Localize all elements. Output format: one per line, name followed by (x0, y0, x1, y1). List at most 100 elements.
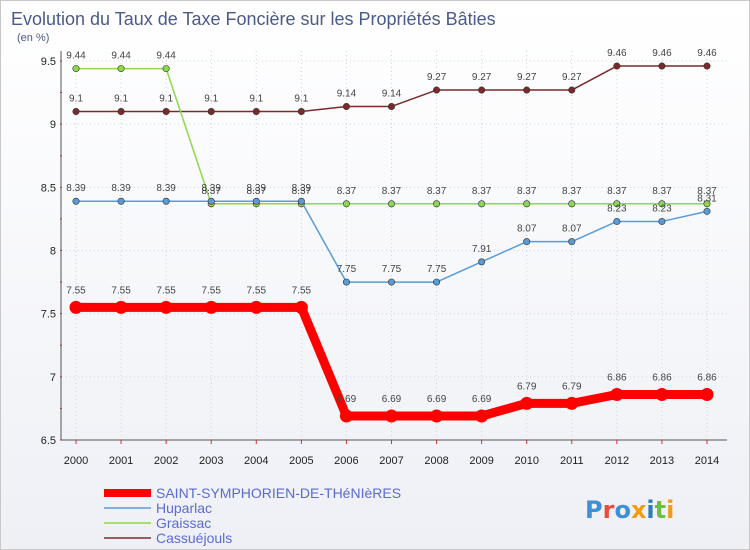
series-point-3 (613, 62, 621, 70)
y-axis-unit-label: (en %) (17, 32, 49, 44)
series-point-1 (387, 278, 395, 286)
series-point-3 (342, 102, 350, 110)
series-point-0 (520, 396, 534, 410)
data-label: 8.37 (652, 186, 672, 197)
series-point-0 (430, 409, 444, 423)
data-label: 9.27 (517, 72, 537, 83)
series-point-0 (69, 300, 83, 314)
data-label: 9.27 (427, 72, 447, 83)
data-label: 6.86 (697, 373, 717, 384)
x-tick-label: 2013 (650, 455, 674, 467)
series-point-0 (475, 409, 489, 423)
x-tick-label: 2012 (605, 455, 629, 467)
series-point-1 (613, 217, 621, 225)
data-label: 9.14 (382, 88, 402, 99)
series-point-1 (658, 217, 666, 225)
x-tick-label: 2009 (469, 455, 493, 467)
legend-label-1: Huparlac (156, 500, 212, 516)
data-label: 8.37 (517, 186, 537, 197)
data-label: 6.86 (652, 373, 672, 384)
data-label: 9.44 (156, 51, 176, 62)
data-label: 8.39 (201, 183, 221, 194)
data-label: 9.1 (114, 94, 128, 105)
data-label: 8.37 (472, 186, 492, 197)
series-point-1 (342, 278, 350, 286)
data-label: 9.44 (111, 51, 131, 62)
series-point-0 (339, 409, 353, 423)
series-point-3 (207, 108, 215, 116)
series-point-3 (478, 86, 486, 94)
series-point-3 (162, 108, 170, 116)
series-point-1 (523, 238, 531, 246)
data-label: 9.27 (472, 72, 492, 83)
data-label: 7.75 (427, 264, 447, 275)
data-label: 8.39 (66, 183, 86, 194)
data-label: 9.46 (652, 48, 672, 59)
series-point-0 (204, 300, 218, 314)
legend: SAINT-SYMPHORIEN-DE-THéNIèRESHuparlacGra… (104, 485, 401, 546)
chart-title: Evolution du Taux de Taxe Foncière sur l… (11, 9, 496, 29)
data-label: 9.46 (607, 48, 627, 59)
series-point-1 (252, 197, 260, 205)
series-point-2 (162, 65, 170, 73)
data-label: 8.39 (247, 183, 267, 194)
series-point-2 (72, 65, 80, 73)
series-point-3 (252, 108, 260, 116)
series-point-3 (658, 62, 666, 70)
series-point-2 (658, 200, 666, 208)
legend-label-2: Graissac (156, 515, 211, 531)
proxiti-logo: Proxiti (585, 496, 674, 524)
data-label: 8.37 (382, 186, 402, 197)
data-label: 8.37 (607, 186, 627, 197)
data-label: 6.69 (382, 394, 402, 405)
data-label: 6.69 (427, 394, 447, 405)
data-label: 8.37 (201, 186, 221, 197)
series-point-3 (523, 86, 531, 94)
x-tick-label: 2002 (154, 455, 178, 467)
series-point-3 (297, 108, 305, 116)
series-point-0 (249, 300, 263, 314)
series-point-3 (72, 108, 80, 116)
x-tick-label: 2001 (109, 455, 133, 467)
data-label-layer: 7.55 7.55 7.55 7.55 7.55 7.55 6.69 6.69 6.69 6.69… (66, 48, 717, 405)
y-tick-label: 6.5 (41, 435, 56, 447)
data-label: 9.14 (337, 88, 357, 99)
series-point-3 (568, 86, 576, 94)
x-tick-label: 2007 (379, 455, 403, 467)
series-point-3 (117, 108, 125, 116)
series-point-0 (700, 388, 714, 402)
series-layer (69, 62, 714, 423)
data-label: 8.31 (697, 193, 717, 204)
x-tick-label: 2006 (334, 455, 358, 467)
data-label: 6.79 (562, 381, 582, 392)
series-point-1 (207, 197, 215, 205)
data-label: 8.39 (111, 183, 131, 194)
x-tick-label: 2005 (289, 455, 313, 467)
data-label: 8.37 (292, 186, 312, 197)
series-point-3 (703, 62, 711, 70)
data-label: 6.86 (607, 373, 627, 384)
data-label: 7.55 (201, 285, 221, 296)
series-point-0 (565, 396, 579, 410)
series-point-2 (117, 65, 125, 73)
legend-label-3: Cassuéjouls (156, 530, 232, 546)
y-tick-label: 8 (50, 246, 56, 258)
series-point-0 (655, 388, 669, 402)
grid-layer (66, 51, 727, 441)
data-label: 6.69 (337, 394, 357, 405)
series-point-0 (114, 300, 128, 314)
axis-layer: 6.5 7 7.5 8 8.5 9 9.5 2000 2001 2002 2003 2004 2005 2… (41, 51, 727, 467)
series-point-1 (162, 197, 170, 205)
data-label: 9.27 (562, 72, 582, 83)
y-tick-label: 7.5 (41, 309, 56, 321)
data-label: 7.55 (111, 285, 131, 296)
y-tick-label: 9.5 (41, 56, 56, 68)
series-point-3 (433, 86, 441, 94)
data-label: 7.91 (472, 244, 492, 255)
data-label: 8.39 (156, 183, 176, 194)
x-tick-label: 2014 (695, 455, 719, 467)
legend-label-0: SAINT-SYMPHORIEN-DE-THéNIèRES (156, 485, 401, 501)
data-label: 6.69 (472, 394, 492, 405)
